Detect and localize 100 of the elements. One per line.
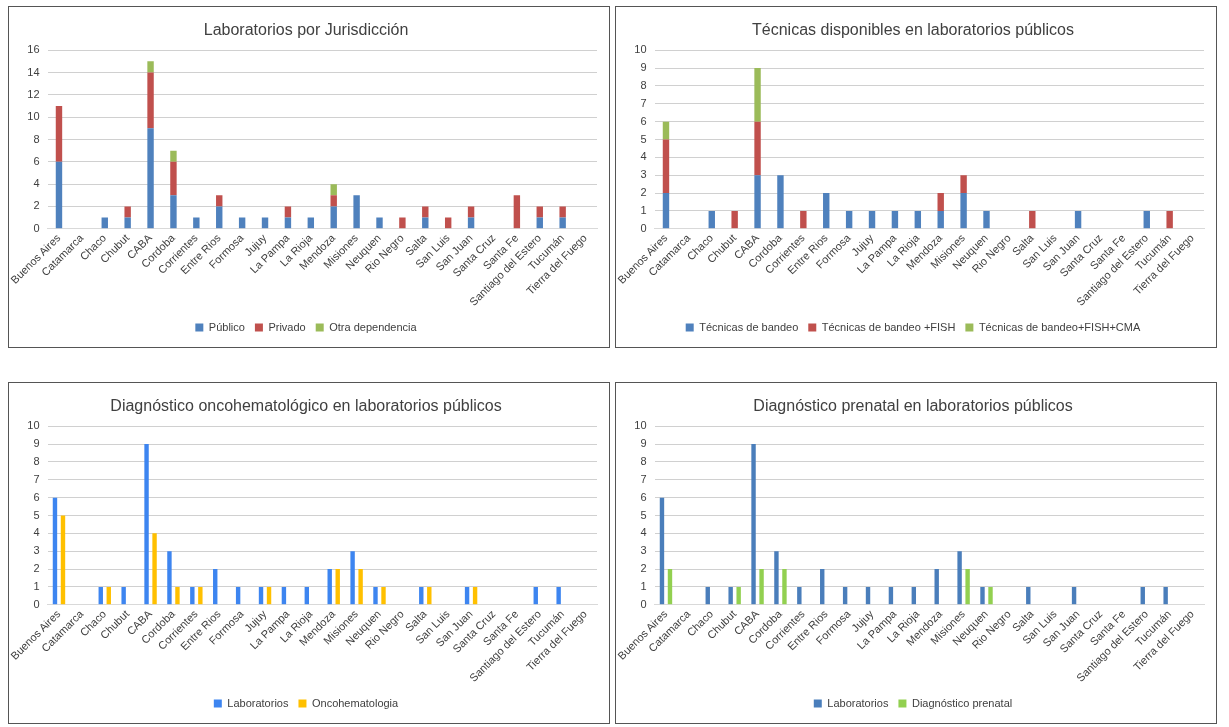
bar — [667, 569, 673, 605]
legend-label: Otra dependencia — [329, 320, 418, 333]
bar — [754, 121, 761, 176]
bar — [427, 586, 432, 605]
bar — [782, 569, 787, 605]
bar — [823, 193, 830, 229]
bar — [399, 217, 406, 229]
bar — [868, 210, 876, 229]
y-tick-label: 7 — [33, 472, 40, 485]
y-tick-label: 14 — [27, 65, 40, 78]
chart-title: Diagnóstico oncohematológico en laboratorios públicos — [110, 397, 502, 415]
bar — [1163, 586, 1168, 605]
y-tick-label: 5 — [640, 508, 647, 521]
bar — [124, 217, 131, 229]
bar — [736, 586, 741, 605]
bar — [376, 217, 383, 229]
bar — [190, 586, 195, 605]
bar — [193, 217, 200, 229]
bar — [55, 161, 63, 229]
bar — [731, 210, 738, 229]
bar — [662, 193, 670, 229]
bar — [759, 569, 764, 605]
bar — [754, 68, 761, 122]
y-tick-label: 0 — [33, 597, 40, 610]
chart-title: Técnicas disponibles en laboratorios públicos — [752, 21, 1074, 39]
legend-label: Diagnóstico prenatal — [911, 696, 1013, 709]
bar — [1166, 210, 1173, 229]
bar — [213, 569, 218, 605]
y-tick-label: 16 — [27, 43, 40, 56]
bar — [774, 551, 779, 605]
bar — [147, 72, 154, 129]
bar — [330, 184, 337, 196]
y-tick-label: 1 — [33, 579, 40, 592]
bar — [937, 193, 944, 211]
y-tick-label: 6 — [33, 490, 40, 503]
y-tick-label: 6 — [640, 114, 647, 127]
legend-label: Técnicas de bandeo — [699, 320, 799, 333]
y-tick-label: 12 — [27, 87, 40, 100]
chart-title: Laboratorios por Jurisdicción — [203, 21, 409, 39]
bar — [152, 533, 157, 605]
y-tick-label: 2 — [640, 562, 647, 575]
bar — [556, 586, 561, 605]
bar — [147, 128, 154, 229]
bar — [147, 61, 154, 73]
y-tick-label: 8 — [33, 132, 40, 145]
bar — [800, 210, 807, 229]
bar — [144, 444, 149, 605]
y-tick-label: 3 — [640, 544, 647, 557]
y-tick-label: 10 — [634, 43, 647, 56]
y-tick-label: 8 — [640, 454, 647, 467]
y-tick-label: 6 — [33, 154, 40, 167]
bar — [659, 497, 665, 605]
bar — [754, 175, 761, 229]
y-tick-label: 5 — [33, 508, 40, 521]
bar — [1074, 210, 1082, 229]
y-tick-label: 0 — [33, 221, 40, 234]
y-tick-label: 2 — [640, 186, 647, 199]
bar — [216, 195, 223, 207]
y-tick-label: 4 — [640, 526, 647, 539]
bar — [330, 206, 337, 229]
bar — [708, 210, 715, 229]
bar — [662, 139, 670, 194]
legend-label: Público — [208, 320, 245, 333]
legend-label: Privado — [268, 320, 306, 333]
bar — [536, 206, 543, 218]
bar — [422, 206, 429, 218]
y-tick-label: 4 — [640, 150, 647, 163]
chart-title: Diagnóstico prenatal en laboratorios públicos — [753, 397, 1073, 415]
bar — [60, 515, 66, 605]
bar — [170, 150, 177, 162]
y-tick-label: 0 — [640, 221, 647, 234]
bar — [124, 206, 131, 218]
y-tick-label: 9 — [33, 437, 40, 450]
bar — [216, 206, 223, 229]
y-tick-label: 4 — [33, 526, 40, 539]
bar — [937, 210, 944, 229]
bar — [983, 210, 990, 229]
y-tick-label: 3 — [33, 544, 40, 557]
legend-label: Técnicas de bandeo+FISH+CMA — [978, 320, 1141, 333]
bar — [980, 586, 985, 605]
bar — [820, 569, 825, 605]
y-tick-label: 7 — [640, 472, 647, 485]
bar — [960, 175, 967, 194]
legend-label: Oncohematologia — [311, 696, 400, 709]
y-tick-label: 3 — [640, 168, 647, 181]
bar — [891, 210, 899, 229]
bar — [381, 586, 386, 605]
bar — [358, 569, 363, 605]
bar — [988, 586, 993, 605]
bar — [797, 586, 802, 605]
bar — [965, 569, 970, 605]
bar — [960, 193, 967, 229]
bar — [1143, 210, 1150, 229]
bar — [728, 586, 733, 605]
bar — [513, 195, 521, 229]
y-tick-label: 10 — [27, 419, 40, 432]
bar — [335, 569, 340, 605]
y-tick-label: 5 — [640, 132, 647, 145]
bar — [175, 586, 180, 605]
bar — [957, 551, 962, 605]
